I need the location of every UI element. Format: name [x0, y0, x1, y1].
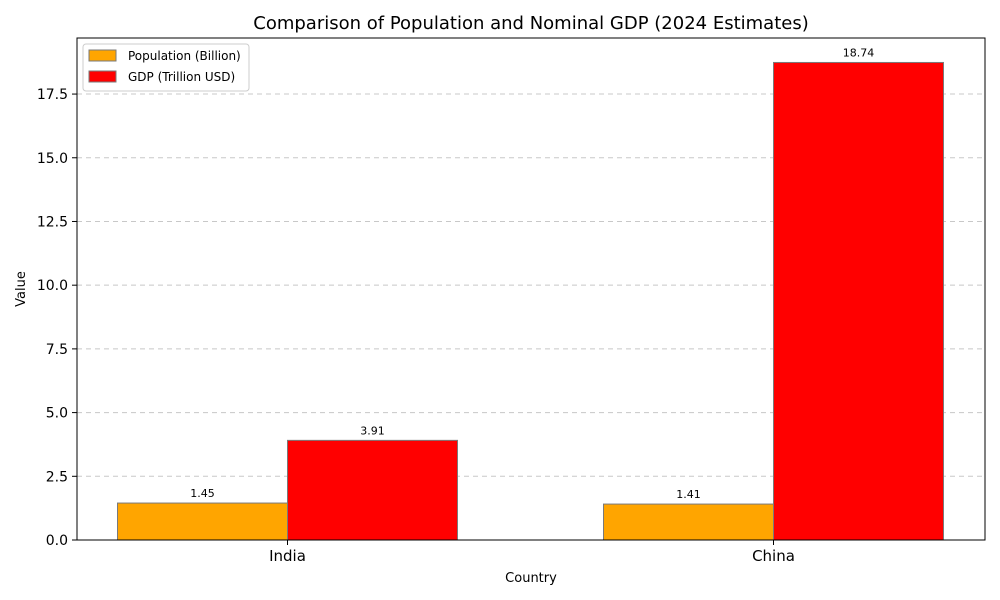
chart-title: Comparison of Population and Nominal GDP…	[253, 13, 808, 34]
data-labels: 1.45 3.91 1.41 18.74	[190, 46, 874, 501]
legend-swatch-gdp	[88, 70, 117, 83]
y-axis-label: Value	[14, 271, 29, 307]
data-label-gdp-china: 18.74	[843, 46, 875, 59]
y-tick-label: 12.5	[37, 214, 68, 230]
bar-population-india	[117, 502, 288, 541]
legend-label-population: Population (Billion)	[128, 49, 241, 63]
legend-label-gdp: GDP (Trillion USD)	[128, 70, 235, 84]
bar-gdp-india	[287, 439, 458, 541]
legend-box	[82, 43, 250, 92]
x-axis-label: Country	[505, 571, 557, 586]
x-tick-label-india: India	[269, 547, 306, 565]
x-tick-label-china: China	[752, 547, 795, 565]
legend: Population (Billion) GDP (Trillion USD)	[82, 43, 250, 92]
y-tick-label: 10.0	[37, 278, 68, 294]
plot-frame	[76, 37, 986, 541]
bars	[117, 61, 944, 541]
y-tick-label: 0.0	[46, 533, 68, 549]
y-tick-label: 17.5	[37, 87, 68, 103]
y-tick-label: 15.0	[37, 151, 68, 167]
data-label-population-china: 1.41	[676, 488, 701, 501]
y-tick-label: 7.5	[46, 342, 68, 358]
bar-gdp-china	[773, 61, 944, 541]
bar-population-china	[603, 503, 774, 541]
y-tick-label: 2.5	[46, 469, 68, 485]
y-tick-label: 5.0	[46, 406, 68, 422]
legend-swatch-population	[88, 49, 117, 62]
x-axis-ticks: India China	[269, 540, 795, 565]
data-label-gdp-india: 3.91	[360, 424, 385, 437]
data-label-population-india: 1.45	[190, 487, 215, 500]
y-axis-ticks: 0.0 2.5 5.0 7.5 10.0 12.5 15.0 17.5	[37, 87, 77, 549]
